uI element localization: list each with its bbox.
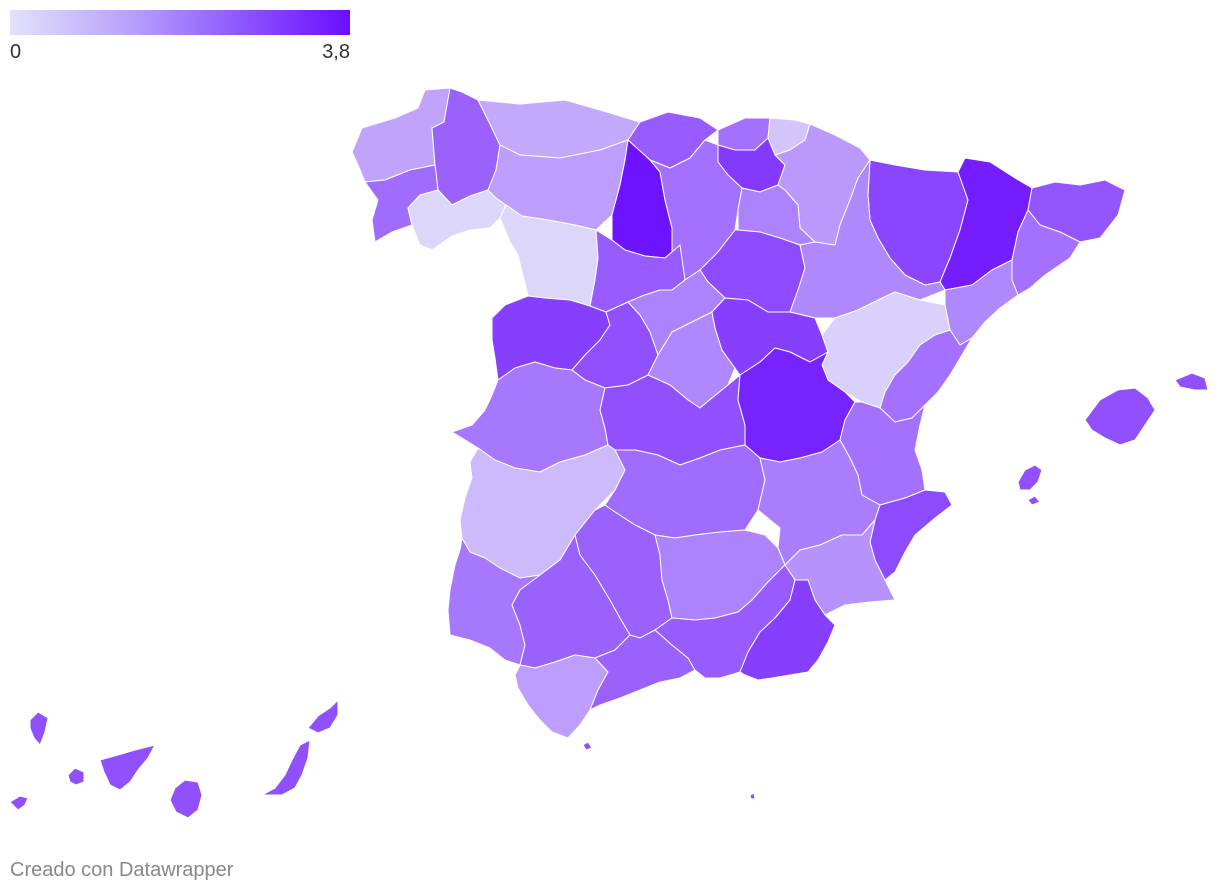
island-fuerteventura[interactable]: [261, 739, 311, 796]
island-la-palma[interactable]: [29, 711, 49, 746]
island-mallorca[interactable]: [1084, 387, 1156, 446]
island-formentera[interactable]: [1027, 495, 1041, 506]
island-tenerife[interactable]: [99, 744, 156, 791]
datawrapper-credit[interactable]: Creado con Datawrapper: [10, 859, 234, 881]
island-la-gomera[interactable]: [67, 767, 85, 786]
city-melilla[interactable]: [749, 792, 756, 800]
province-barcelona[interactable]: [1011, 209, 1081, 296]
province-layer: [9, 87, 1209, 819]
province-cadiz[interactable]: [514, 654, 609, 739]
island-ibiza[interactable]: [1017, 464, 1043, 491]
province-malaga[interactable]: [589, 629, 696, 711]
island-gran-canaria[interactable]: [169, 779, 203, 819]
province-burgos[interactable]: [649, 139, 743, 281]
color-legend: 0 3,8: [10, 10, 350, 66]
legend-max-label: 3,8: [322, 41, 350, 63]
province-almeria[interactable]: [739, 579, 836, 681]
province-murcia[interactable]: [784, 519, 896, 616]
legend-min-label: 0: [10, 41, 22, 63]
island-lanzarote[interactable]: [307, 699, 339, 734]
island-menorca[interactable]: [1174, 372, 1209, 391]
city-ceuta[interactable]: [582, 741, 593, 751]
island-el-hierro[interactable]: [9, 795, 29, 811]
legend-gradient-bar: [10, 10, 350, 35]
